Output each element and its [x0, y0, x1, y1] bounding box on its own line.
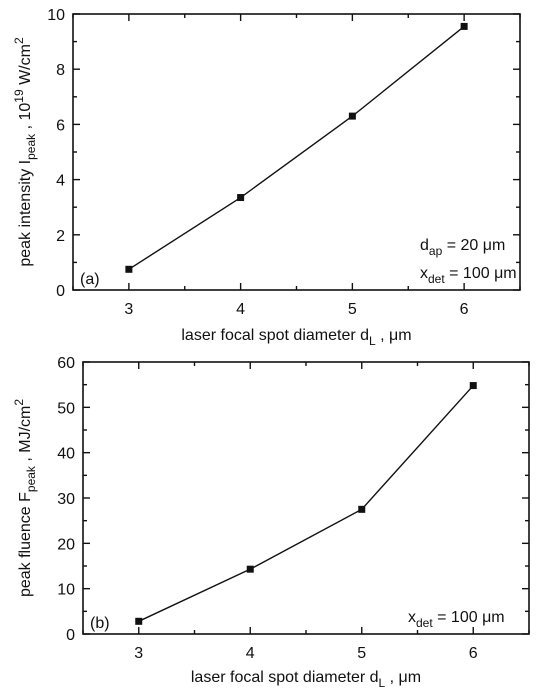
x-tick-label: 5	[357, 645, 366, 662]
x-tick-label: 4	[246, 645, 255, 662]
plot-frame	[82, 361, 530, 635]
data-point	[348, 112, 356, 120]
series-line	[138, 385, 474, 622]
y-axis-title: peak intensity Ipeak , 1019 W/cm2	[12, 37, 38, 267]
y-tick-label: 30	[57, 491, 75, 508]
data-point	[135, 617, 143, 625]
y-tick-label: 0	[66, 627, 75, 644]
x-tick-label: 3	[134, 645, 143, 662]
panel-label: (a)	[80, 271, 100, 288]
x-tick-label: 6	[460, 301, 469, 318]
y-tick-label: 6	[56, 117, 65, 134]
y-tick-label: 60	[57, 355, 75, 372]
x-axis-title: laser focal spot diameter dL , μm	[191, 669, 421, 690]
data-point	[237, 194, 245, 202]
data-point	[460, 22, 468, 30]
data-point	[469, 382, 477, 390]
x-tick-label: 6	[469, 645, 478, 662]
y-tick-label: 10	[47, 7, 65, 24]
data-point	[125, 265, 133, 273]
panel-label: (b)	[90, 615, 110, 632]
x-tick-label: 4	[236, 301, 245, 318]
chart-panel-1: 3 4 5 6 0 2 4 6 8 10 laser focal spot diameter dL …	[12, 7, 521, 348]
y-tick-label: 50	[57, 400, 75, 417]
y-tick-label: 8	[56, 62, 65, 79]
x-axis-title: laser focal spot diameter dL , μm	[181, 327, 411, 348]
y-tick-label: 10	[57, 582, 75, 599]
y-tick-label: 2	[56, 228, 65, 245]
data-point	[246, 565, 254, 573]
y-axis-title: peak fluence Fpeak , MJ/cm2	[12, 399, 38, 597]
x-tick-label: 5	[348, 301, 357, 318]
x-tick-label: 3	[124, 301, 133, 318]
annotation-text: xdet = 100 μm	[408, 609, 505, 630]
annotation-text: dap = 20 μm	[420, 237, 505, 258]
data-point	[358, 505, 366, 513]
y-tick-label: 0	[56, 283, 65, 300]
y-tick-label: 20	[57, 536, 75, 553]
annotation-text: xdet = 100 μm	[420, 265, 517, 286]
y-tick-label: 4	[56, 173, 65, 190]
y-tick-label: 40	[57, 446, 75, 463]
series-line	[128, 25, 465, 270]
